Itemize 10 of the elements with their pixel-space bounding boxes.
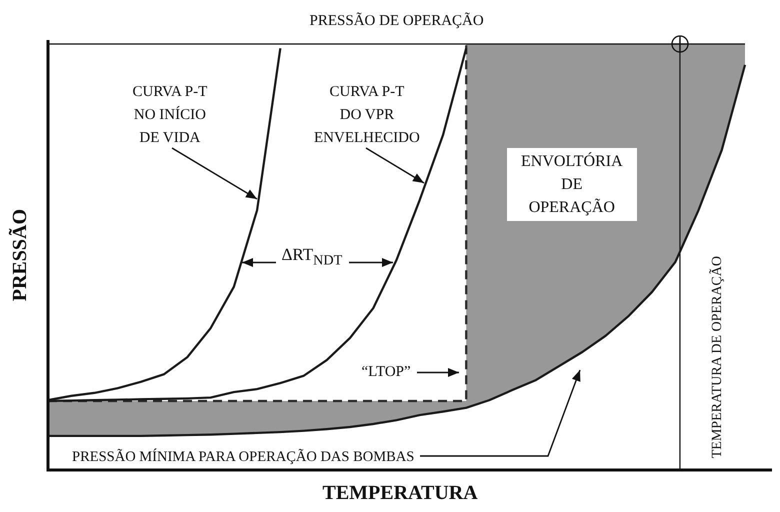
annotation: TEMPERATURA DE OPERAÇÃO	[704, 252, 732, 462]
annotation: ΔRT$_{NDT}$	[282, 244, 342, 270]
annotation: PRESSÃO MÍNIMA PARA OPERAÇÃO DAS BOMBAS	[72, 448, 414, 467]
y-axis-title: PRESSÃO	[8, 209, 32, 302]
ref-line-label: PRESSÃO DE OPERAÇÃO	[310, 12, 484, 31]
annotation: ENVOLTÓRIA DE OPERAÇÃO	[507, 148, 637, 221]
annotation: CURVA P-T NO INÍCIO DE VIDA	[132, 83, 208, 148]
x-axis-title: TEMPERATURA	[322, 482, 478, 505]
annotation: CURVA P-T DO VPR ENVELHECIDO	[314, 83, 420, 148]
annotation: “LTOP”	[362, 363, 411, 382]
